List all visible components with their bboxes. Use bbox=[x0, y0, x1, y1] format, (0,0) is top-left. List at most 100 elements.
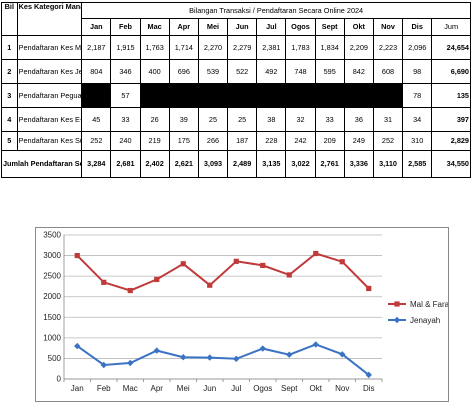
month-value: 2,209 bbox=[343, 35, 374, 60]
x-tick-label: Apr bbox=[151, 384, 164, 393]
month-value: 252 bbox=[372, 131, 404, 151]
row-number: 5 bbox=[1, 131, 18, 151]
data-point bbox=[154, 276, 160, 283]
row-total: 397 bbox=[431, 107, 471, 132]
x-tick-label: Feb bbox=[97, 384, 111, 393]
month-value: 31 bbox=[372, 107, 404, 132]
data-point bbox=[339, 259, 345, 265]
data-point bbox=[127, 359, 134, 367]
y-tick-label: 0 bbox=[57, 375, 62, 384]
grand-total: 34,550 bbox=[431, 150, 471, 178]
month-total-value: 3,284 bbox=[81, 150, 112, 178]
month-value: 346 bbox=[110, 59, 141, 84]
x-tick-label: Mei bbox=[177, 384, 190, 393]
month-total-value: 2,681 bbox=[110, 150, 141, 178]
month-value: 696 bbox=[168, 59, 199, 84]
month-header: Okt bbox=[343, 18, 374, 36]
month-value: 175 bbox=[168, 131, 199, 151]
month-header: Dis bbox=[402, 18, 433, 36]
month-total-value: 3,336 bbox=[343, 150, 374, 178]
month-value: 804 bbox=[81, 59, 112, 84]
row-number: 2 bbox=[1, 59, 18, 84]
month-value: 400 bbox=[139, 59, 170, 84]
month-value: 39 bbox=[168, 107, 199, 132]
month-header: Nov bbox=[372, 18, 404, 36]
month-value: 252 bbox=[81, 131, 112, 151]
data-point bbox=[233, 258, 239, 264]
month-value: 32 bbox=[285, 107, 316, 132]
month-total-value: 2,489 bbox=[227, 150, 258, 178]
row-total: 24,654 bbox=[431, 35, 471, 60]
month-value: 1,763 bbox=[139, 35, 170, 60]
month-value: 45 bbox=[81, 107, 112, 132]
y-tick-label: 1000 bbox=[43, 333, 61, 342]
row-category: Pendaftaran Peguam Syarie bbox=[16, 83, 83, 108]
data-point bbox=[313, 250, 319, 257]
row-number: 3 bbox=[1, 83, 18, 108]
row-total: 2,829 bbox=[431, 131, 471, 151]
month-value: 249 bbox=[343, 131, 374, 151]
total-label: Jumlah Pendaftaran Secara Online bbox=[0, 150, 83, 178]
month-header: Jul bbox=[256, 18, 287, 36]
row-number: 1 bbox=[1, 35, 18, 60]
month-total-value: 3,110 bbox=[372, 150, 404, 178]
data-point bbox=[312, 341, 319, 348]
month-header: Apr bbox=[168, 18, 199, 36]
month-value: 2,187 bbox=[81, 35, 112, 60]
row-category: Pendaftaran Kes Jenayah bbox=[16, 59, 83, 84]
transactions-table: Bil Kes Kategori Mana Bilangan Transaksi… bbox=[0, 2, 471, 178]
x-tick-label: Jun bbox=[203, 384, 216, 393]
y-tick-label: 2500 bbox=[43, 272, 61, 281]
month-value: 228 bbox=[256, 131, 287, 151]
month-value: 34 bbox=[402, 107, 433, 132]
month-total-value: 2,585 bbox=[402, 150, 433, 178]
month-value: 36 bbox=[343, 107, 374, 132]
data-point bbox=[101, 279, 107, 285]
month-header: Sept bbox=[314, 18, 345, 36]
month-value: 26 bbox=[139, 107, 170, 132]
total-row: Jumlah Pendaftaran Secara Online3,2842,6… bbox=[0, 150, 471, 178]
bil-header: Bil bbox=[1, 2, 18, 36]
row-number: 4 bbox=[1, 107, 18, 132]
month-value: 38 bbox=[256, 107, 287, 132]
month-value: 842 bbox=[343, 59, 374, 84]
month-header: Jan bbox=[81, 18, 112, 36]
y-tick-label: 1500 bbox=[43, 313, 61, 322]
legend-label: Jenayah bbox=[410, 316, 440, 325]
data-point bbox=[286, 351, 293, 358]
x-tick-label: Dis bbox=[363, 384, 375, 393]
month-value: 595 bbox=[314, 59, 345, 84]
month-value: 240 bbox=[110, 131, 141, 151]
redacted-cell bbox=[139, 83, 404, 108]
month-value: 33 bbox=[314, 107, 345, 132]
month-value: 2,381 bbox=[256, 35, 287, 60]
month-value: 522 bbox=[227, 59, 258, 84]
month-value: 25 bbox=[227, 107, 258, 132]
month-value: 209 bbox=[314, 131, 345, 151]
total-header: Jum bbox=[431, 18, 471, 36]
data-point bbox=[260, 262, 266, 269]
month-total-value: 2,402 bbox=[139, 150, 170, 178]
data-point bbox=[206, 354, 213, 361]
legend-marker bbox=[394, 301, 400, 307]
data-point bbox=[180, 353, 187, 361]
data-point bbox=[74, 252, 80, 259]
redacted-cell bbox=[81, 83, 112, 108]
month-value: 1,915 bbox=[110, 35, 141, 60]
x-tick-label: Nov bbox=[335, 384, 349, 393]
data-point bbox=[127, 287, 133, 294]
month-value: 2,096 bbox=[402, 35, 433, 60]
data-point bbox=[339, 351, 346, 358]
month-value: 608 bbox=[372, 59, 404, 84]
data-point bbox=[366, 285, 372, 292]
month-total-value: 3,022 bbox=[285, 150, 316, 178]
y-tick-label: 500 bbox=[48, 354, 62, 363]
month-value: 1,714 bbox=[168, 35, 199, 60]
row-category: Pendaftaran Kes E-Nafkah bbox=[16, 107, 83, 132]
series-line-mal-faraid bbox=[76, 252, 370, 292]
month-value: 310 bbox=[402, 131, 433, 151]
legend-marker bbox=[393, 316, 401, 324]
